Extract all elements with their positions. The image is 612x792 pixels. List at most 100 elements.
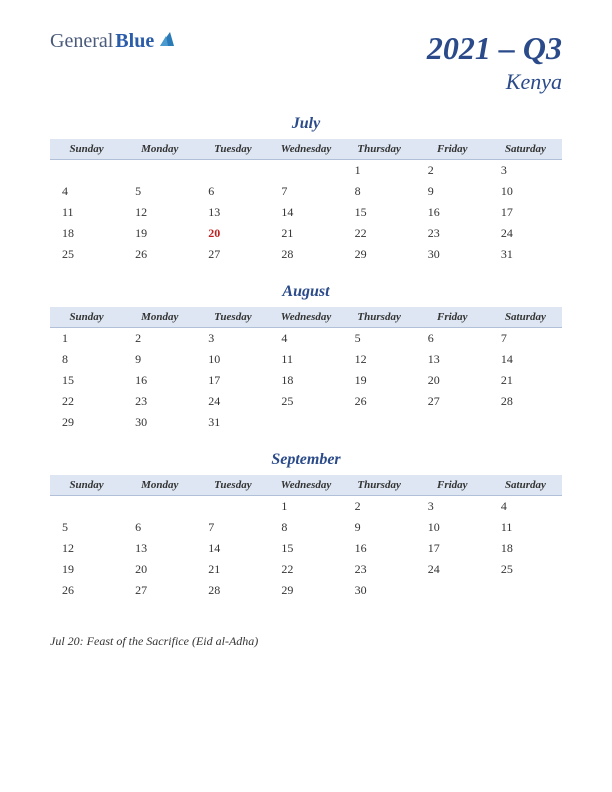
holiday-notes: Jul 20: Feast of the Sacrifice (Eid al-A… — [0, 619, 612, 664]
day-cell: 16 — [416, 202, 489, 223]
day-cell: 31 — [489, 244, 562, 265]
month-name: August — [50, 283, 562, 301]
week-row: 25262728293031 — [50, 244, 562, 265]
week-row: 1234567 — [50, 328, 562, 350]
week-row: 123 — [50, 160, 562, 182]
day-cell: 19 — [343, 370, 416, 391]
day-cell: 22 — [343, 223, 416, 244]
day-header: Wednesday — [269, 139, 342, 160]
day-header: Saturday — [489, 139, 562, 160]
day-header: Tuesday — [196, 139, 269, 160]
month-block: September SundayMondayTuesdayWednesdayThu… — [50, 451, 562, 601]
day-cell — [50, 160, 123, 182]
day-cell: 18 — [269, 370, 342, 391]
logo-text-blue: Blue — [115, 30, 154, 53]
day-header: Tuesday — [196, 307, 269, 328]
day-cell: 4 — [489, 496, 562, 518]
day-cell: 19 — [50, 559, 123, 580]
day-cell: 27 — [123, 580, 196, 601]
day-cell: 14 — [269, 202, 342, 223]
day-cell: 8 — [343, 181, 416, 202]
day-cell: 13 — [416, 349, 489, 370]
day-cell: 25 — [489, 559, 562, 580]
day-cell: 8 — [269, 517, 342, 538]
day-cell: 2 — [123, 328, 196, 350]
day-cell: 23 — [343, 559, 416, 580]
day-cell: 23 — [416, 223, 489, 244]
day-cell: 27 — [196, 244, 269, 265]
day-cell: 4 — [269, 328, 342, 350]
calendar-table: SundayMondayTuesdayWednesdayThursdayFrid… — [50, 475, 562, 601]
day-header: Monday — [123, 475, 196, 496]
day-cell: 15 — [343, 202, 416, 223]
day-cell: 22 — [50, 391, 123, 412]
month-name: September — [50, 451, 562, 469]
page-title: 2021 – Q3 — [427, 30, 562, 67]
day-cell: 9 — [343, 517, 416, 538]
day-cell: 7 — [196, 517, 269, 538]
week-row: 19202122232425 — [50, 559, 562, 580]
day-cell: 16 — [343, 538, 416, 559]
calendar-table: SundayMondayTuesdayWednesdayThursdayFrid… — [50, 139, 562, 265]
day-header: Sunday — [50, 139, 123, 160]
day-cell: 30 — [416, 244, 489, 265]
day-cell: 14 — [196, 538, 269, 559]
month-name: July — [50, 115, 562, 133]
day-cell: 6 — [416, 328, 489, 350]
day-cell: 2 — [416, 160, 489, 182]
day-cell: 14 — [489, 349, 562, 370]
week-row: 45678910 — [50, 181, 562, 202]
day-header: Friday — [416, 139, 489, 160]
day-header: Thursday — [343, 307, 416, 328]
day-header: Thursday — [343, 475, 416, 496]
day-cell — [416, 412, 489, 433]
calendars-container: JulySundayMondayTuesdayWednesdayThursday… — [0, 105, 612, 601]
day-cell: 18 — [50, 223, 123, 244]
day-cell — [269, 160, 342, 182]
day-cell: 24 — [416, 559, 489, 580]
day-cell: 3 — [196, 328, 269, 350]
day-cell: 11 — [269, 349, 342, 370]
day-cell: 1 — [343, 160, 416, 182]
day-header: Friday — [416, 475, 489, 496]
logo: General Blue — [50, 30, 176, 53]
day-cell: 8 — [50, 349, 123, 370]
day-cell: 5 — [343, 328, 416, 350]
day-cell: 20 — [196, 223, 269, 244]
day-header: Wednesday — [269, 307, 342, 328]
day-cell: 6 — [196, 181, 269, 202]
day-cell: 5 — [50, 517, 123, 538]
day-cell: 31 — [196, 412, 269, 433]
day-cell — [343, 412, 416, 433]
week-row: 891011121314 — [50, 349, 562, 370]
day-cell: 16 — [123, 370, 196, 391]
day-cell: 2 — [343, 496, 416, 518]
day-cell — [489, 412, 562, 433]
week-row: 18192021222324 — [50, 223, 562, 244]
day-header: Monday — [123, 307, 196, 328]
holiday-note: Jul 20: Feast of the Sacrifice (Eid al-A… — [50, 634, 562, 649]
day-cell: 15 — [50, 370, 123, 391]
day-header: Saturday — [489, 475, 562, 496]
day-cell: 17 — [489, 202, 562, 223]
day-cell: 25 — [269, 391, 342, 412]
day-cell: 25 — [50, 244, 123, 265]
day-cell: 6 — [123, 517, 196, 538]
day-cell: 13 — [123, 538, 196, 559]
day-cell: 24 — [196, 391, 269, 412]
day-cell: 15 — [269, 538, 342, 559]
week-row: 567891011 — [50, 517, 562, 538]
day-cell: 21 — [269, 223, 342, 244]
day-cell — [50, 496, 123, 518]
day-cell: 26 — [123, 244, 196, 265]
day-header: Wednesday — [269, 475, 342, 496]
day-cell: 29 — [343, 244, 416, 265]
day-cell: 17 — [196, 370, 269, 391]
day-cell: 29 — [50, 412, 123, 433]
day-cell — [196, 160, 269, 182]
header: General Blue 2021 – Q3 Kenya — [0, 0, 612, 105]
day-cell: 29 — [269, 580, 342, 601]
day-cell: 3 — [489, 160, 562, 182]
day-cell — [269, 412, 342, 433]
month-block: AugustSundayMondayTuesdayWednesdayThursd… — [50, 283, 562, 433]
